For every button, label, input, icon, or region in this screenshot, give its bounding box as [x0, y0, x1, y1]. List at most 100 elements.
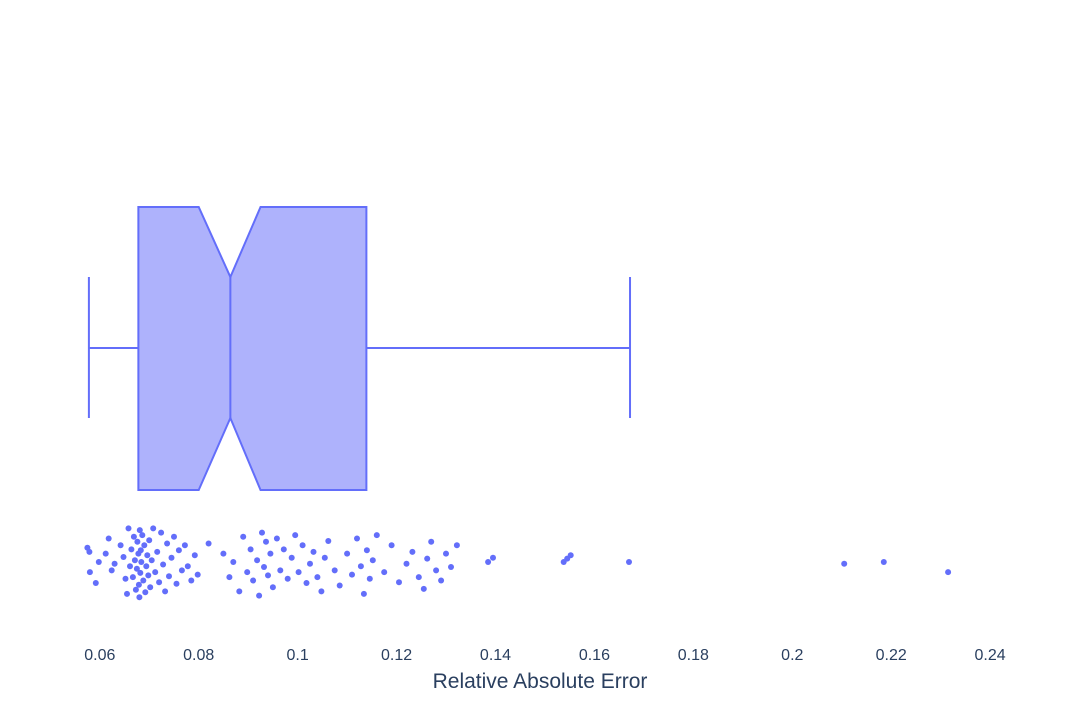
data-point — [205, 540, 212, 547]
data-point — [307, 560, 313, 567]
data-point — [310, 548, 317, 555]
x-tick-label: 0.22 — [876, 647, 907, 664]
data-point — [194, 571, 201, 578]
data-point — [125, 525, 132, 532]
data-point — [448, 564, 454, 570]
box-body — [137, 206, 368, 491]
data-point — [137, 569, 144, 576]
data-point — [247, 546, 254, 553]
data-point — [263, 538, 269, 545]
data-point — [138, 559, 145, 565]
data-point — [381, 569, 388, 576]
data-point — [490, 554, 496, 561]
data-point — [841, 560, 848, 567]
data-point — [420, 585, 427, 592]
data-point — [388, 542, 395, 549]
x-tick-label: 0.14 — [480, 647, 511, 664]
data-point — [108, 567, 115, 574]
data-point — [443, 550, 449, 557]
data-point — [284, 575, 291, 582]
data-point — [250, 577, 257, 584]
data-point — [357, 563, 364, 570]
notched-box-trace — [87, 206, 632, 491]
x-tick-label: 0.06 — [84, 647, 115, 664]
data-point — [171, 533, 177, 540]
data-point — [127, 563, 133, 570]
data-point — [105, 535, 112, 542]
data-point — [124, 590, 130, 597]
data-point — [240, 533, 247, 540]
data-point — [280, 546, 287, 553]
data-point — [428, 538, 435, 545]
data-point — [360, 590, 367, 597]
data-point — [86, 548, 93, 555]
data-point — [626, 559, 632, 565]
data-point — [277, 567, 284, 574]
data-point — [269, 584, 276, 591]
data-point — [453, 542, 460, 549]
data-point — [336, 582, 343, 589]
data-point — [331, 567, 338, 574]
data-point — [162, 588, 169, 595]
data-point — [369, 557, 376, 564]
data-point — [288, 554, 295, 561]
data-point — [321, 554, 328, 561]
data-point — [433, 567, 440, 574]
data-point — [128, 546, 135, 553]
data-point — [267, 550, 274, 557]
data-point — [273, 535, 280, 542]
data-point — [140, 577, 147, 584]
data-point — [567, 552, 574, 559]
data-point — [150, 525, 157, 532]
x-tick-label: 0.08 — [183, 647, 214, 664]
data-point — [166, 573, 172, 580]
data-point — [299, 542, 306, 549]
data-point — [366, 575, 373, 582]
data-point — [130, 533, 137, 540]
data-point — [880, 559, 887, 565]
data-point — [424, 555, 431, 562]
x-tick-label: 0.2 — [781, 647, 803, 664]
data-point — [156, 579, 163, 586]
data-point — [303, 580, 310, 586]
data-point — [132, 586, 139, 593]
data-point — [344, 550, 351, 557]
data-point — [158, 529, 165, 536]
x-axis: 0.06 0.08 0.1 0.12 0.14 0.16 0.18 0.2 0.22 0.24 — [84, 647, 1006, 664]
data-point — [256, 592, 263, 599]
data-point — [117, 542, 124, 549]
data-point — [178, 567, 185, 574]
data-point — [142, 589, 149, 596]
data-point — [136, 594, 143, 601]
data-point — [152, 569, 159, 576]
data-point — [244, 569, 251, 576]
x-tick-label: 0.12 — [381, 647, 412, 664]
data-point — [111, 560, 118, 567]
data-point — [133, 565, 140, 572]
data-point — [154, 548, 161, 555]
data-point — [131, 557, 138, 564]
data-point — [139, 532, 146, 539]
data-point — [261, 564, 267, 570]
data-point — [236, 588, 243, 595]
data-point — [173, 580, 180, 587]
data-point — [188, 577, 195, 584]
data-point — [160, 561, 167, 568]
data-point — [318, 588, 325, 595]
data-point — [403, 560, 410, 567]
data-point — [122, 575, 129, 582]
data-point — [168, 554, 175, 561]
data-point — [184, 563, 191, 570]
data-point — [191, 552, 198, 559]
data-point — [363, 547, 370, 554]
data-point — [136, 527, 143, 534]
data-point — [373, 532, 380, 539]
data-point — [141, 542, 148, 549]
data-point — [415, 574, 422, 581]
data-point — [181, 542, 188, 549]
data-point — [259, 529, 265, 536]
x-tick-label: 0.16 — [579, 647, 610, 664]
data-point — [95, 559, 102, 565]
data-point — [226, 574, 233, 581]
